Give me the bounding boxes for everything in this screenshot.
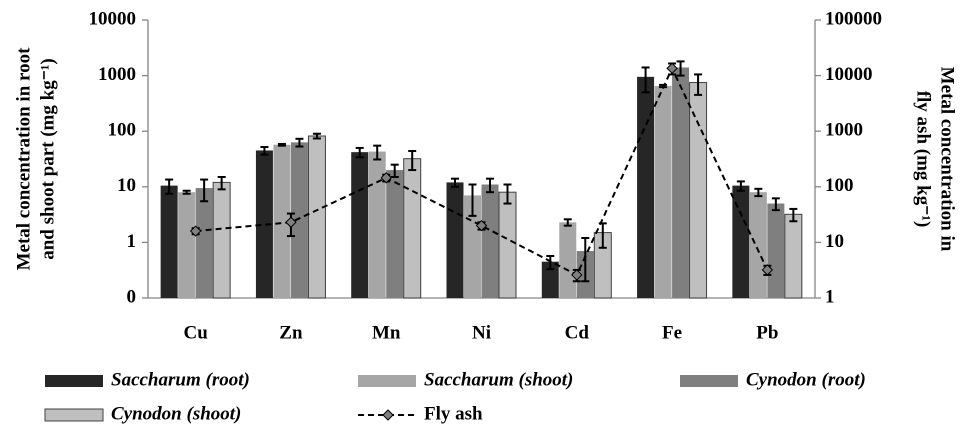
- error-bar: [503, 183, 512, 205]
- bar: [351, 152, 369, 298]
- y2-tick-label: 1: [825, 286, 835, 307]
- error-bar: [355, 146, 364, 159]
- error-bar: [563, 218, 572, 227]
- bar: [672, 67, 690, 298]
- marker: [666, 62, 678, 75]
- bar: [637, 76, 655, 299]
- legend-label: Fly ash: [424, 403, 483, 424]
- marker: [761, 264, 774, 276]
- bar: [160, 185, 178, 298]
- y2-tick-label: 10: [825, 231, 844, 252]
- x-tick-label: Fe: [662, 322, 682, 343]
- legend-label: Cynodon (shoot): [111, 403, 241, 424]
- y-tick-label: 10000: [89, 8, 137, 29]
- bar: [654, 86, 672, 298]
- bar: [195, 188, 213, 298]
- x-tick-label: Ni: [472, 322, 491, 343]
- bar: [290, 142, 308, 298]
- y2-tick-label: 100: [825, 175, 854, 196]
- bar: [498, 191, 517, 299]
- error-bar: [694, 73, 703, 96]
- legend-swatch: [382, 409, 394, 421]
- error-bar: [295, 137, 304, 148]
- x-tick-label: Cd: [565, 322, 590, 343]
- bar: [403, 158, 422, 299]
- legend-swatch: [44, 408, 104, 422]
- error-bar: [217, 176, 226, 191]
- error-bar: [165, 178, 174, 195]
- marker: [380, 172, 392, 184]
- error-bar: [468, 183, 477, 217]
- bar: [541, 261, 559, 298]
- bar: [464, 195, 481, 298]
- legend-swatch: [680, 375, 738, 387]
- error-bar: [200, 178, 209, 203]
- bar: [255, 150, 273, 298]
- error-bar: [260, 145, 269, 156]
- legend-label: Saccharum (shoot): [424, 369, 573, 390]
- error-bar: [373, 144, 382, 161]
- error-bar: [771, 197, 780, 212]
- bar: [767, 203, 785, 298]
- marker: [571, 269, 583, 281]
- legend-swatch: [45, 375, 103, 387]
- bar: [481, 184, 499, 298]
- bar: [307, 135, 326, 299]
- y-tick-label: 0: [127, 286, 137, 307]
- y-axis-label: Metal concentration in root: [13, 47, 34, 271]
- bar: [368, 151, 386, 298]
- error-bar: [754, 187, 763, 198]
- y2-axis-label: fly ash (mg kg⁻¹): [913, 91, 934, 228]
- error-bar: [641, 66, 650, 94]
- error-bar: [277, 142, 286, 147]
- error-bar: [408, 150, 417, 172]
- y-tick-label: 100: [108, 120, 137, 141]
- bar: [273, 144, 291, 298]
- y2-tick-label: 100000: [825, 8, 882, 29]
- error-bar: [451, 177, 459, 188]
- error-bar: [789, 207, 798, 223]
- y-tick-label: 10: [117, 175, 136, 196]
- marker: [285, 216, 297, 228]
- bar: [446, 182, 464, 298]
- legend-label: Saccharum (root): [111, 369, 250, 390]
- y2-tick-label: 10000: [825, 64, 873, 85]
- x-tick-label: Cu: [183, 322, 208, 343]
- error-bar: [486, 177, 494, 194]
- error-bar: [736, 180, 745, 192]
- error-bar: [676, 60, 685, 77]
- bar: [386, 170, 404, 298]
- bar: [212, 181, 231, 299]
- error-bar: [581, 236, 590, 283]
- marker: [189, 225, 202, 237]
- error-bar: [182, 189, 191, 195]
- bar: [749, 192, 767, 298]
- y2-tick-label: 1000: [825, 120, 863, 141]
- x-tick-label: Pb: [756, 322, 778, 343]
- y-tick-label: 1: [127, 231, 137, 252]
- bar: [732, 185, 750, 298]
- bar: [178, 192, 196, 298]
- error-bar: [546, 254, 555, 271]
- y-tick-label: 1000: [98, 64, 136, 85]
- x-tick-label: Zn: [279, 322, 303, 343]
- y2-axis-label: Metal concentration in: [937, 67, 958, 252]
- legend-label: Cynodon (root): [746, 369, 866, 390]
- error-bar: [390, 163, 399, 179]
- bar: [784, 213, 803, 299]
- error-bar: [312, 132, 321, 140]
- y-axis-label: and shoot part (mg kg⁻¹): [37, 58, 58, 260]
- bar: [559, 222, 577, 298]
- bar: [689, 82, 708, 299]
- x-tick-label: Mn: [372, 322, 401, 343]
- marker: [475, 219, 488, 232]
- legend-swatch: [358, 375, 416, 387]
